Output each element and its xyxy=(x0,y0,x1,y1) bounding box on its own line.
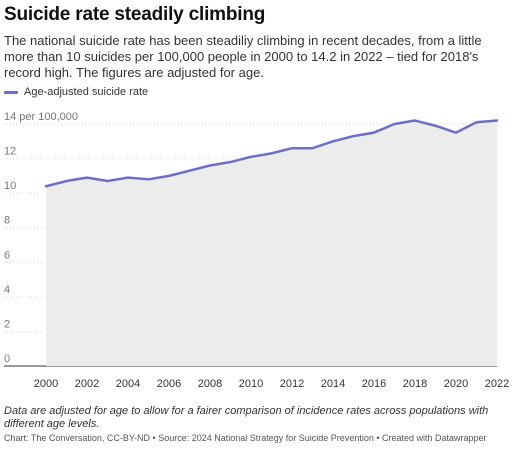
x-tick-label: 2008 xyxy=(198,378,222,390)
x-tick-label: 2004 xyxy=(116,378,140,390)
series-line-age-adjusted-suicide-rate xyxy=(44,119,499,188)
x-tick-label: 2006 xyxy=(157,378,181,390)
y-tick-label: 6 xyxy=(4,249,10,261)
x-tick-label: 2018 xyxy=(403,378,427,390)
legend-label: Age-adjusted suicide rate xyxy=(24,86,149,98)
x-tick-label: 2020 xyxy=(444,378,468,390)
x-tick-label: 2000 xyxy=(34,378,58,390)
y-tick-label: 0 xyxy=(4,353,10,365)
x-tick-label: 2012 xyxy=(280,378,304,390)
x-tick-label: 2002 xyxy=(75,378,99,390)
y-tick-label: 14 per 100,000 xyxy=(4,111,78,123)
x-tick-label: 2014 xyxy=(321,378,345,390)
y-tick-label: 2 xyxy=(4,318,10,330)
x-tick-label: 2010 xyxy=(239,378,263,390)
y-axis: 0 2 4 6 8 10 12 14 per 100,000 xyxy=(4,111,78,365)
y-tick-label: 4 xyxy=(4,284,10,296)
y-tick-label: 10 xyxy=(4,180,16,192)
x-tick-label: 2022 xyxy=(485,378,509,390)
series-lines xyxy=(44,119,499,188)
x-tick-label: 2016 xyxy=(362,378,386,390)
x-axis: 2000 2002 2004 2006 2008 2010 2012 2014 2016 2018… xyxy=(34,378,509,390)
y-tick-label: 8 xyxy=(4,215,10,227)
chart-note: Data are adjusted for age to allow for a… xyxy=(4,405,489,430)
chart-subtitle: The national suicide rate has been stead… xyxy=(4,33,482,80)
y-tick-label: 12 xyxy=(4,146,16,158)
legend: Age-adjusted suicide rate xyxy=(4,86,148,98)
series-area xyxy=(46,120,497,366)
line-chart: 0 2 4 6 8 10 12 14 per 100,000 2000 2002 2004 2006… xyxy=(4,111,509,390)
area-fill xyxy=(46,120,497,366)
chart-title: Suicide rate steadily climbing xyxy=(4,4,266,25)
chart-credit: Chart: The Conversation, CC-BY-ND • Sour… xyxy=(4,433,487,443)
legend-swatch xyxy=(4,90,18,94)
